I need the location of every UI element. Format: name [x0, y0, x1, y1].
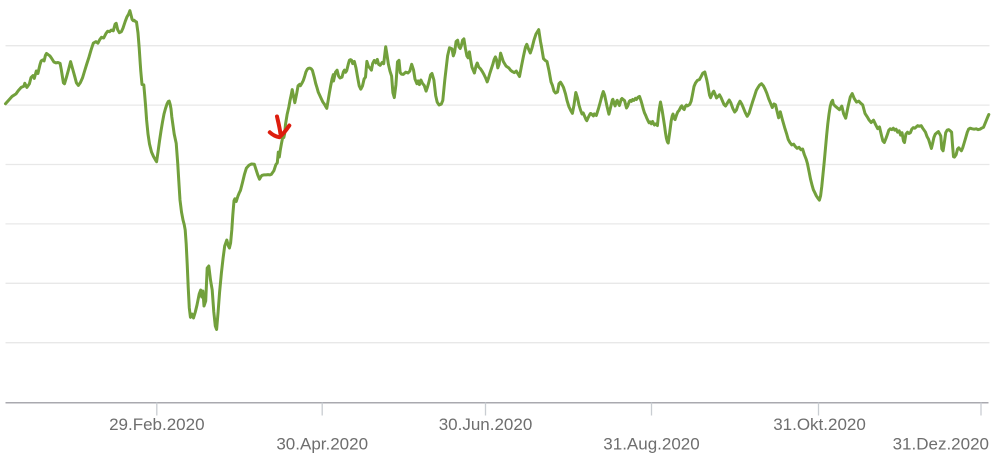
svg-text:31.Aug.2020: 31.Aug.2020: [603, 435, 699, 454]
svg-text:31.Okt.2020: 31.Okt.2020: [773, 415, 866, 434]
svg-text:31.Dez.2020: 31.Dez.2020: [893, 435, 989, 454]
svg-text:29.Feb.2020: 29.Feb.2020: [109, 415, 204, 434]
svg-text:30.Jun.2020: 30.Jun.2020: [439, 415, 533, 434]
svg-text:30.Apr.2020: 30.Apr.2020: [276, 435, 368, 454]
